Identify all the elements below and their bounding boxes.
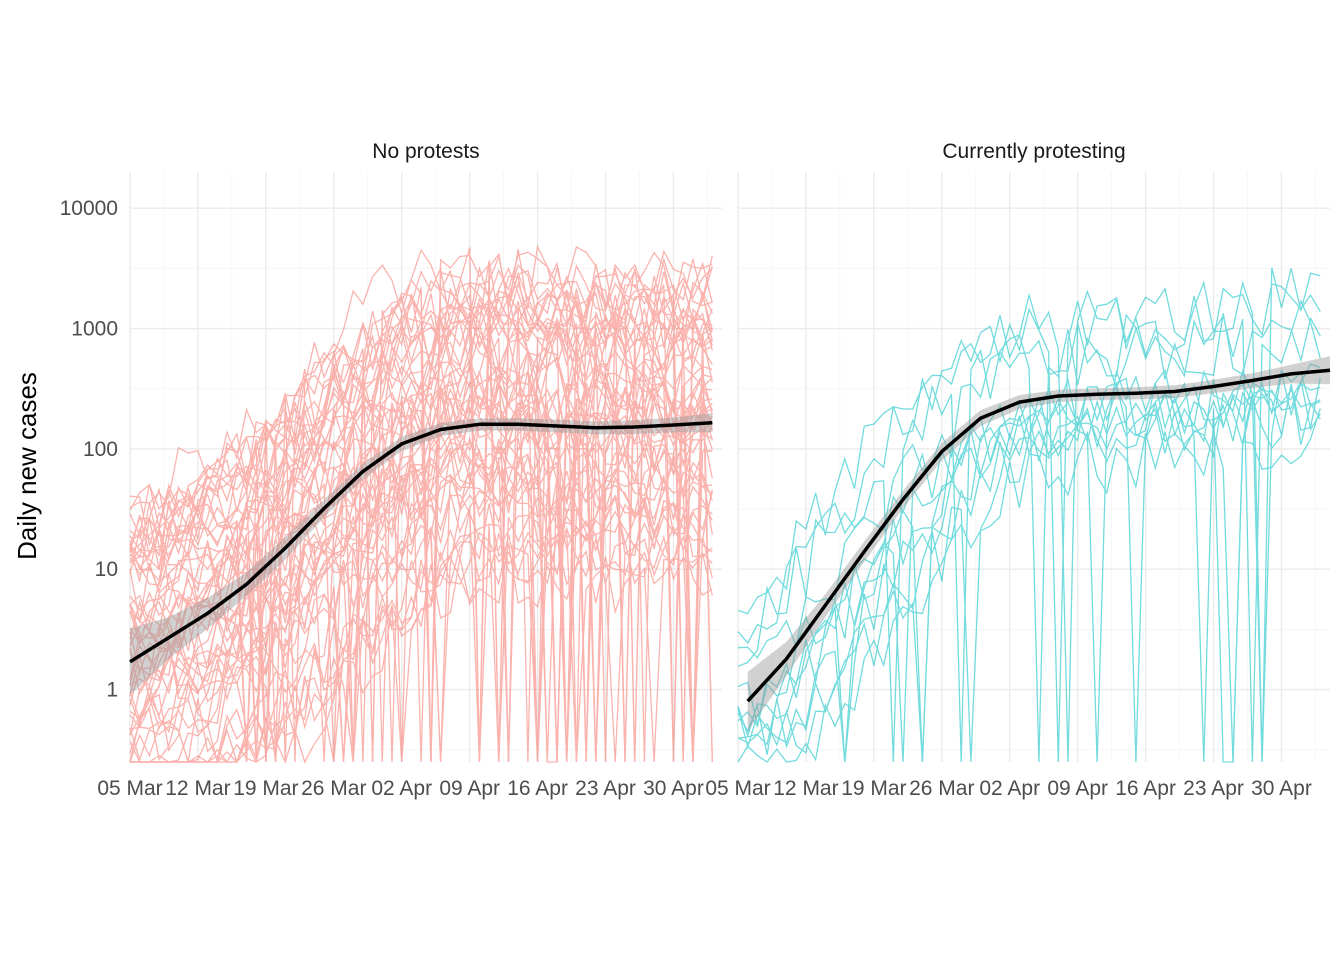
y-tick-label: 1000 [71,318,118,341]
state-line [737,408,1321,763]
panel-2: Currently protesting 05 Mar 12 Mar 19 Mar 26… [705,140,1331,800]
y-tick-label: 10000 [60,197,118,220]
x-tick-label: 30 Apr [1251,777,1312,800]
x-tick-label: 26 Mar [301,777,366,800]
state-line [129,365,713,763]
state-trajectories [129,244,713,765]
state-line [737,377,1321,763]
y-axis-label: Daily new cases [12,372,42,560]
state-line [129,503,713,765]
state-line [737,267,1321,763]
x-tick-label: 02 Apr [979,777,1040,800]
x-tick-label: 23 Apr [575,777,636,800]
x-tick-label: 16 Apr [507,777,568,800]
x-tick-label: 12 Mar [773,777,838,800]
state-line [737,371,1321,763]
state-line [130,523,713,763]
x-tick-label: 19 Mar [233,777,298,800]
state-line [737,368,1321,763]
state-line [129,393,713,763]
panel-title: No protests [372,140,479,163]
x-tick-label: 09 Apr [439,777,500,800]
state-line [129,281,713,763]
state-line [129,496,713,763]
state-line [129,444,713,763]
y-tick-label: 100 [83,438,118,461]
state-line [129,324,713,763]
x-tick-label: 09 Apr [1047,777,1108,800]
state-line [129,470,713,734]
state-line [129,470,713,763]
x-tick-label: 30 Apr [643,777,704,800]
smooth-ci-ribbon [747,356,1330,732]
x-tick-label: 19 Mar [841,777,906,800]
state-line [737,313,1321,763]
smooth-line [746,368,1331,703]
state-line [129,358,713,763]
y-tick-label: 10 [95,558,118,581]
state-line [129,436,713,763]
x-tick-label: 02 Apr [371,777,432,800]
state-line [130,509,713,763]
x-tick-label: 05 Mar [97,777,162,800]
x-tick-label: 26 Mar [909,777,974,800]
state-line [129,303,713,763]
state-line [130,529,713,764]
x-tick-label: 12 Mar [165,777,230,800]
state-line [737,363,1321,763]
state-line [129,382,713,763]
panel-1: No protests 05 Mar 12 Mar 19 Mar 26 Mar 02 Ap… [60,140,722,800]
state-line [129,421,713,763]
smooth-line [129,420,713,664]
state-trajectories [737,267,1321,763]
x-tick-label: 05 Mar [705,777,770,800]
state-line [129,251,713,763]
state-line [129,408,713,763]
y-tick-label: 1 [106,679,118,702]
state-line [129,370,713,763]
x-tick-label: 23 Apr [1183,777,1244,800]
state-line [737,283,1321,763]
x-tick-label: 16 Apr [1115,777,1176,800]
panel-title: Currently protesting [942,140,1125,163]
state-line [129,254,713,539]
state-line [737,368,1321,728]
